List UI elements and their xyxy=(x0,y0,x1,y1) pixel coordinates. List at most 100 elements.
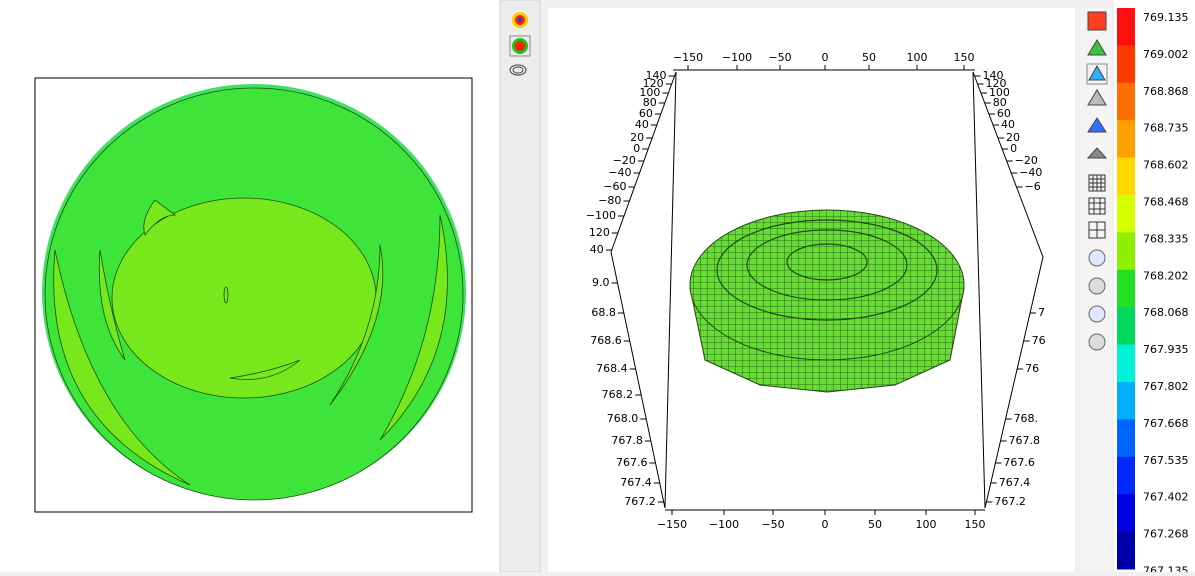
colorbar-label: 767.535 xyxy=(1143,454,1189,467)
colorbar-label: 768.068 xyxy=(1143,306,1189,319)
toolbar-icon[interactable] xyxy=(1088,197,1106,215)
colorbar-label: 769.135 xyxy=(1143,11,1189,24)
y-tick-label: 768.2 xyxy=(602,388,634,401)
colorbar-label: 767.268 xyxy=(1143,528,1189,541)
y-tick-label: 100 xyxy=(639,86,660,99)
colorbar-segment xyxy=(1117,531,1135,570)
colorbar-label: 768.335 xyxy=(1143,232,1189,245)
colorbar-segment xyxy=(1117,307,1135,346)
colorbar-label: 768.202 xyxy=(1143,269,1189,282)
toolbar-icon[interactable] xyxy=(1088,333,1106,351)
y-tick-label: 100 xyxy=(989,86,1010,99)
toolbar-icon[interactable] xyxy=(509,35,531,57)
colorbar-label: 768.468 xyxy=(1143,196,1189,209)
x-tick-label: 150 xyxy=(954,51,975,64)
y-tick-label: 20 xyxy=(630,131,644,144)
y-tick-label: 767.2 xyxy=(994,495,1026,508)
surface-plot xyxy=(689,209,965,393)
y-tick-label: −100 xyxy=(586,209,616,222)
toolbar-icon[interactable] xyxy=(1088,305,1106,323)
x-tick-label: 0 xyxy=(822,518,829,531)
colorbar: 769.135 769.002 768.868 768.735 768.602 768.4… xyxy=(1117,8,1189,576)
y-tick-label: 9.0 xyxy=(592,276,610,289)
colorbar-segment xyxy=(1117,232,1135,271)
colorbar-label: 768.735 xyxy=(1143,122,1189,135)
colorbar-label: 767.402 xyxy=(1143,491,1189,504)
colorbar-segment xyxy=(1117,8,1135,46)
y-tick-label: 140 xyxy=(646,69,667,82)
toolbar-icon[interactable] xyxy=(1087,39,1107,56)
y-tick-label: 0 xyxy=(1010,142,1017,155)
toolbar-icon[interactable] xyxy=(1088,174,1106,192)
colorbar-segment xyxy=(1117,120,1135,159)
colorbar-segment xyxy=(1117,82,1135,121)
toolbar-icon[interactable] xyxy=(1088,277,1106,295)
colorbar-label: 767.802 xyxy=(1143,380,1189,393)
colorbar-segment xyxy=(1117,382,1135,420)
y-tick-label: 40 xyxy=(590,243,604,256)
colorbar-segment xyxy=(1117,269,1135,308)
y-tick-label: −20 xyxy=(613,154,636,167)
y-tick-label: 767.8 xyxy=(611,434,643,447)
x-tick-label: 50 xyxy=(862,51,876,64)
y-tick-label: 767.8 xyxy=(1008,434,1040,447)
toolbar-icon[interactable] xyxy=(1087,117,1107,133)
x-tick-label: 100 xyxy=(907,51,928,64)
y-tick-label: 76 xyxy=(1032,334,1046,347)
x-tick-label: −50 xyxy=(761,518,784,531)
y-tick-label: 40 xyxy=(1001,118,1015,131)
y-tick-label: 60 xyxy=(997,107,1011,120)
colorbar-segment xyxy=(1117,195,1135,233)
colorbar-label: 767.668 xyxy=(1143,417,1189,430)
colorbar-segment xyxy=(1117,419,1135,458)
y-tick-label: 767.2 xyxy=(624,495,656,508)
y-tick-label: −20 xyxy=(1015,154,1038,167)
y-tick-label: 20 xyxy=(1006,131,1020,144)
y-tick-label: 768.6 xyxy=(590,334,622,347)
colorbar-segment xyxy=(1117,344,1135,383)
toolbar-icon[interactable] xyxy=(1088,249,1106,267)
toolbar-icon[interactable] xyxy=(1087,11,1107,31)
toolbar-icon[interactable] xyxy=(1086,63,1108,85)
toolbar-icon[interactable] xyxy=(1088,221,1106,239)
toolbar-icon[interactable] xyxy=(512,12,528,28)
y-tick-label: −40 xyxy=(608,166,631,179)
y-tick-label: 768.4 xyxy=(596,362,628,375)
contour-map xyxy=(42,84,466,501)
y-tick-label: 80 xyxy=(643,96,657,109)
y-tick-label: 0 xyxy=(633,142,640,155)
colorbar-label: 768.602 xyxy=(1143,159,1189,172)
colorbar-label: 767.935 xyxy=(1143,343,1189,356)
toolbar-icon[interactable] xyxy=(1086,147,1108,159)
y-tick-label: 120 xyxy=(589,226,610,239)
x-tick-label: −100 xyxy=(709,518,739,531)
y-tick-label: 767.6 xyxy=(1003,456,1035,469)
y-tick-label: 68.8 xyxy=(591,306,616,319)
toolbar-icon[interactable] xyxy=(1087,89,1107,106)
y-tick-label: 40 xyxy=(635,118,649,131)
y-tick-label: −40 xyxy=(1019,166,1042,179)
y-tick-label: −60 xyxy=(603,180,626,193)
colorbar-segment xyxy=(1117,456,1135,495)
y-tick-label: 767.4 xyxy=(620,476,652,489)
colorbar-label: 767.135 xyxy=(1143,565,1189,573)
x-tick-label: −50 xyxy=(768,51,791,64)
y-tick-label: −6 xyxy=(1025,180,1041,193)
colorbar-label: 768.868 xyxy=(1143,85,1189,98)
x-tick-label: −150 xyxy=(673,51,703,64)
x-tick-label: 50 xyxy=(868,518,882,531)
y-tick-label: 60 xyxy=(639,107,653,120)
y-tick-label: 768. xyxy=(1014,412,1038,425)
y-tick-label: 7 xyxy=(1038,306,1045,319)
x-tick-label: 0 xyxy=(822,51,829,64)
side-toolbar xyxy=(499,0,541,573)
toolbar-icon[interactable] xyxy=(509,64,527,76)
y-tick-label: −80 xyxy=(598,194,621,207)
colorbar-segment xyxy=(1117,157,1135,196)
colorbar-segment xyxy=(1117,494,1135,533)
y-tick-label: 767.6 xyxy=(616,456,648,469)
y-tick-label: 120 xyxy=(643,77,664,90)
y-tick-label: 76 xyxy=(1025,362,1039,375)
